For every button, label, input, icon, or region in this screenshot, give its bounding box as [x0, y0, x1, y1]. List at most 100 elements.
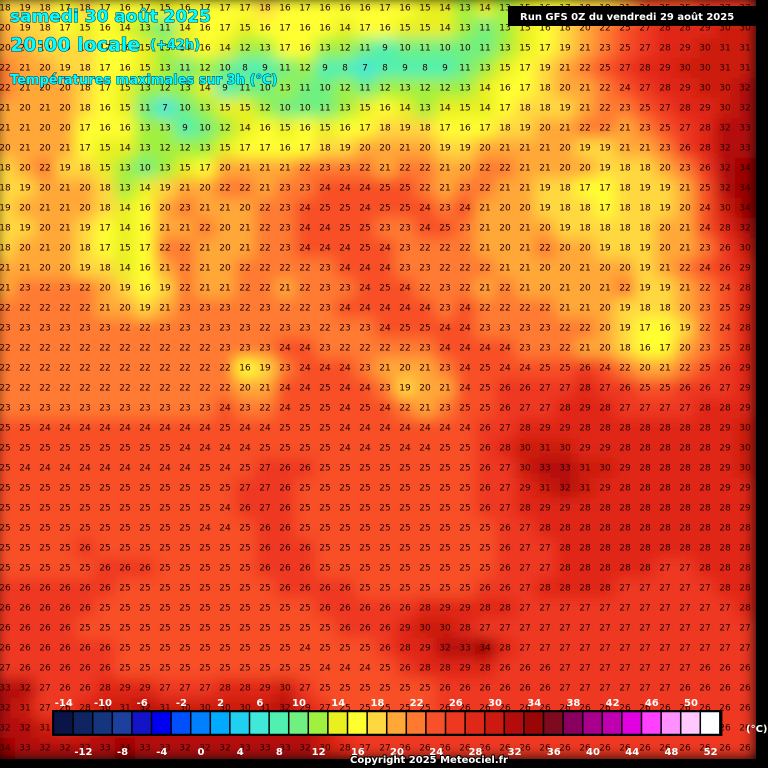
temperature-value: 26	[699, 384, 711, 394]
temperature-value: 22	[279, 264, 290, 274]
temperature-value: 34	[0, 744, 11, 754]
legend-swatch	[53, 711, 73, 735]
temperature-value: 28	[519, 504, 531, 514]
temperature-value: 23	[319, 284, 330, 294]
temperature-value: 27	[559, 624, 570, 634]
temperature-cell	[195, 58, 216, 79]
temperature-value: 13	[159, 64, 170, 74]
temperature-value: 25	[439, 444, 450, 454]
temperature-value: 24	[379, 324, 391, 334]
temperature-value: 18	[379, 124, 391, 134]
temperature-value: 22	[459, 264, 470, 274]
temperature-cell	[475, 258, 496, 279]
temperature-cell	[55, 198, 76, 219]
temperature-value: 25	[119, 544, 130, 554]
temperature-value: 28	[639, 444, 651, 454]
temperature-value: 24	[79, 464, 91, 474]
temperature-value: 22	[139, 324, 150, 334]
temperature-cell	[415, 278, 436, 299]
temperature-value: 27	[599, 664, 610, 674]
temperature-value: 23	[199, 324, 210, 334]
temperature-value: 22	[299, 264, 310, 274]
temperature-value: 10	[179, 104, 191, 114]
temperature-value: 22	[199, 344, 210, 354]
temperature-value: 27	[579, 604, 590, 614]
temperature-value: 29	[739, 504, 751, 514]
temperature-value: 22	[159, 344, 170, 354]
temperature-cell	[735, 158, 756, 179]
temperature-value: 28	[619, 444, 631, 454]
temperature-cell	[375, 98, 396, 119]
temperature-value: 16	[259, 24, 271, 34]
temperature-value: 16	[279, 4, 291, 14]
temperature-cell	[255, 58, 276, 79]
temperature-value: 18	[0, 164, 11, 174]
temperature-value: 19	[399, 124, 411, 134]
temperature-value: 21	[279, 284, 290, 294]
temperature-value: 29	[599, 484, 611, 494]
temperature-cell	[455, 198, 476, 219]
temperature-cell	[155, 0, 176, 19]
temperature-value: 26	[619, 384, 631, 394]
temperature-value: 28	[659, 484, 671, 494]
temperature-value: 24	[379, 244, 391, 254]
legend-label: 46	[645, 698, 659, 709]
temperature-value: 25	[379, 544, 390, 554]
temperature-value: 21	[19, 64, 30, 74]
temperature-value: 24	[359, 304, 371, 314]
temperature-value: 20	[219, 224, 231, 234]
temperature-cell	[235, 198, 256, 219]
temperature-value: 17	[199, 164, 210, 174]
temperature-value: 27	[679, 124, 690, 134]
temperature-value: 21	[259, 164, 270, 174]
temperature-value: 22	[0, 384, 11, 394]
temperature-value: 25	[419, 544, 430, 554]
temperature-cell	[95, 218, 116, 239]
temperature-value: 26	[479, 684, 491, 694]
temperature-value: 26	[0, 644, 11, 654]
temperature-value: 29	[579, 404, 591, 414]
temperature-value: 18	[639, 224, 651, 234]
temperature-value: 20	[559, 244, 571, 254]
temperature-value: 27	[679, 604, 690, 614]
temperature-value: 21	[199, 244, 210, 254]
temperature-value: 27	[719, 384, 730, 394]
temperature-cell	[455, 18, 476, 39]
temperature-value: 22	[219, 364, 230, 374]
temperature-value: 22	[39, 284, 50, 294]
temperature-cell	[235, 138, 256, 159]
temperature-value: 19	[159, 184, 171, 194]
temperature-value: 26	[739, 744, 751, 754]
temperature-value: 25	[399, 524, 410, 534]
temperature-value: 18	[579, 224, 591, 234]
temperature-value: 24	[219, 404, 231, 414]
temperature-cell	[495, 258, 516, 279]
temperature-value: 22	[39, 344, 50, 354]
temperature-value: 24	[219, 464, 231, 474]
temperature-value: 26	[59, 684, 71, 694]
temperature-value: 27	[639, 584, 650, 594]
temperature-cell	[415, 238, 436, 259]
temperature-cell	[75, 18, 96, 39]
temperature-value: 25	[339, 484, 350, 494]
temperature-value: 13	[199, 144, 210, 154]
temperature-value: 21	[199, 264, 210, 274]
temperature-cell	[535, 78, 556, 99]
temperature-value: 22	[459, 244, 470, 254]
temperature-cell	[695, 198, 716, 219]
temperature-cell	[75, 218, 96, 239]
temperature-value: 24	[419, 424, 431, 434]
temperature-value: 28	[619, 504, 631, 514]
temperature-cell	[375, 58, 396, 79]
temperature-value: 28	[699, 484, 711, 494]
temperature-value: 28	[679, 104, 691, 114]
temperature-cell	[215, 98, 236, 119]
temperature-value: 27	[519, 404, 530, 414]
temperature-value: 32	[739, 224, 750, 234]
legend-swatch	[465, 711, 485, 735]
temperature-value: 25	[0, 464, 11, 474]
temperature-value: 12	[199, 64, 210, 74]
temperature-value: 22	[99, 364, 110, 374]
temperature-cell	[75, 98, 96, 119]
temperature-value: 22	[19, 384, 30, 394]
